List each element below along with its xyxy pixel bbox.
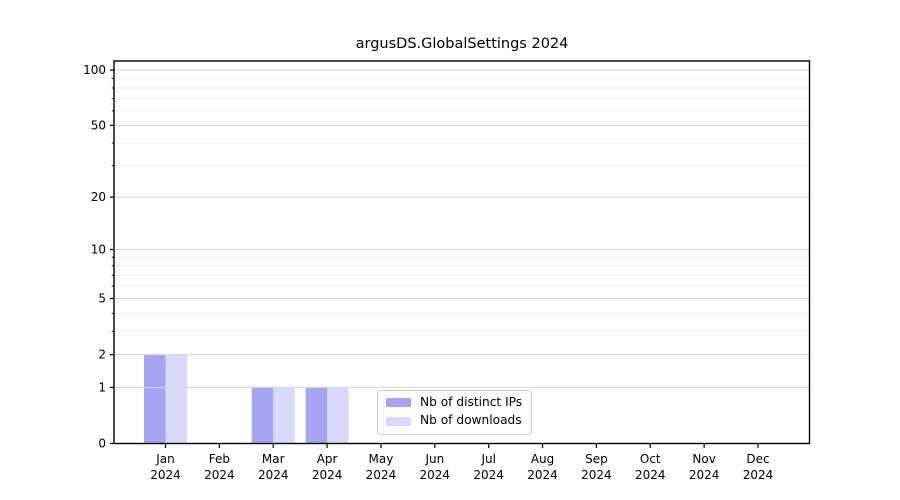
x-tick-label-year-jul: 2024 — [473, 468, 504, 482]
x-tick-label-year-jan: 2024 — [150, 468, 181, 482]
y-tick-label-10: 10 — [91, 242, 106, 256]
x-tick-label-month-sep: Sep — [585, 452, 608, 466]
x-tick-label-year-oct: 2024 — [635, 468, 666, 482]
y-tick-label-100: 100 — [83, 63, 106, 77]
x-tick-label-month-may: May — [369, 452, 394, 466]
x-tick-label-year-sep: 2024 — [581, 468, 612, 482]
legend-item-downloads: Nb of downloads — [386, 413, 522, 428]
x-tick-label-year-nov: 2024 — [689, 468, 720, 482]
legend-item-distinct-ips: Nb of distinct IPs — [386, 395, 523, 409]
bar-distinct-ips-jan — [144, 354, 166, 444]
y-tick-label-20: 20 — [91, 190, 106, 204]
x-tick-label-year-feb: 2024 — [204, 468, 235, 482]
x-tick-label-month-jul: Jul — [480, 452, 495, 466]
bar-downloads-apr — [327, 387, 349, 444]
bar-downloads-jan — [165, 354, 187, 444]
y-tick-label-2: 2 — [98, 348, 106, 362]
y-tick-label-50: 50 — [91, 118, 106, 132]
x-tick-label-year-aug: 2024 — [527, 468, 558, 482]
x-tick-label-month-jun: Jun — [424, 452, 444, 466]
chart-title: argusDS.GlobalSettings 2024 — [355, 36, 569, 52]
x-tick-label-year-apr: 2024 — [312, 468, 343, 482]
x-tick-label-month-mar: Mar — [262, 452, 285, 466]
legend-label-downloads: Nb of downloads — [420, 413, 522, 428]
x-tick-label-month-aug: Aug — [531, 452, 554, 466]
x-tick-label-year-mar: 2024 — [258, 468, 289, 482]
x-tick-label-month-jan: Jan — [155, 452, 175, 466]
x-tick-label-month-oct: Oct — [640, 452, 661, 466]
axes-spines — [113, 60, 811, 445]
x-tick-label-year-jun: 2024 — [420, 468, 451, 482]
legend: Nb of distinct IPs Nb of downloads — [377, 390, 533, 435]
y-tick-label-0: 0 — [98, 437, 106, 451]
y-tick-label-5: 5 — [98, 292, 106, 306]
bar-distinct-ips-mar — [251, 387, 274, 444]
x-tick-label-month-nov: Nov — [692, 452, 715, 466]
x-tick-label-month-feb: Feb — [209, 452, 230, 466]
x-tick-label-year-may: 2024 — [366, 468, 397, 482]
bar-distinct-ips-apr — [305, 387, 328, 444]
x-tick-label-year-dec: 2024 — [743, 468, 774, 482]
x-tick-label-month-dec: Dec — [746, 452, 769, 466]
legend-swatch-distinct-ips — [386, 398, 411, 408]
legend-label-distinct-ips: Nb of distinct IPs — [420, 395, 523, 409]
legend-swatch-downloads — [386, 416, 411, 426]
y-tick-label-1: 1 — [98, 380, 106, 394]
x-tick-label-month-apr: Apr — [317, 452, 338, 466]
bar-downloads-mar — [273, 387, 295, 444]
